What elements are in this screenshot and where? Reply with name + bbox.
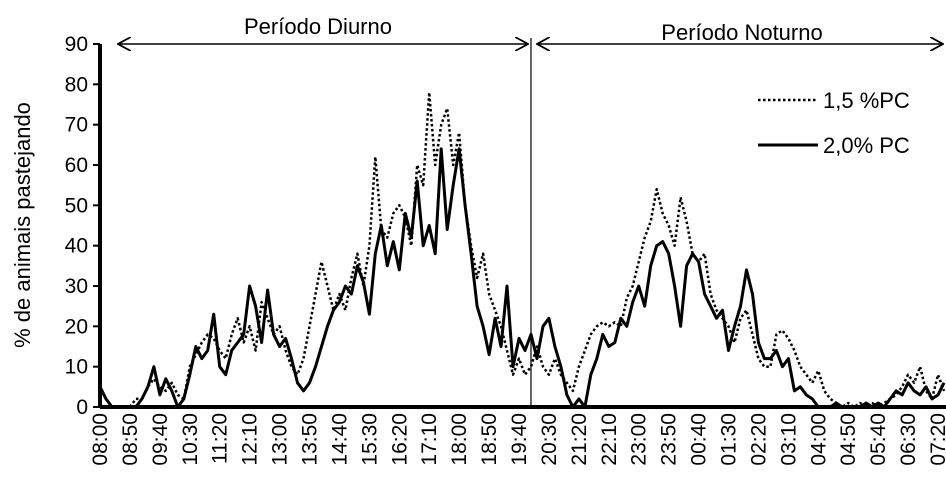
y-tick-label: 80 [65, 73, 88, 96]
y-tick-label: 50 [65, 194, 88, 217]
y-tick-label: 10 [65, 356, 88, 379]
x-tick-label: 22:10 [598, 413, 621, 466]
y-tick-label: 70 [65, 114, 88, 137]
x-tick-label: 20:30 [538, 413, 561, 466]
y-tick-label: 90 [65, 33, 88, 56]
x-tick-label: 23:00 [628, 413, 651, 466]
x-tick-label: 01:30 [718, 413, 741, 466]
legend-label: 1,5 %PC [823, 88, 910, 113]
y-tick-label: 60 [65, 154, 88, 177]
y-tick-label: 20 [65, 315, 88, 338]
x-tick-label: 08:50 [119, 413, 142, 466]
x-tick-label: 19:40 [508, 413, 531, 466]
annotation: Período Noturno [661, 20, 822, 45]
data-line [98, 147, 946, 409]
x-tick-label: 04:50 [837, 413, 860, 466]
annotation: Período Diurno [244, 14, 392, 39]
x-tick-label: 10:30 [179, 413, 202, 466]
legend-label: 2,0% PC [823, 133, 910, 158]
x-tick-label: 06:30 [897, 413, 920, 466]
x-tick-label: 18:00 [448, 413, 471, 466]
y-tick-label: 0 [76, 396, 88, 419]
x-tick-label: 17:10 [418, 413, 441, 466]
x-tick-label: 13:00 [269, 413, 292, 466]
y-tick-label: 40 [65, 235, 88, 258]
x-tick-label: 21:20 [568, 413, 591, 466]
y-tick-label: 30 [65, 275, 88, 298]
x-tick-label: 04:00 [807, 413, 830, 466]
x-tick-label: 02:20 [747, 413, 770, 466]
x-tick-label: 00:40 [688, 413, 711, 466]
x-tick-label: 23:50 [658, 413, 681, 466]
x-tick-label: 15:30 [358, 413, 381, 466]
data-line [100, 91, 946, 409]
x-tick-label: 03:10 [777, 413, 800, 466]
x-tick-label: 12:10 [239, 413, 262, 466]
x-tick-label: 05:40 [867, 413, 890, 466]
x-tick-label: 13:50 [299, 413, 322, 466]
x-tick-label: 08:00 [89, 413, 112, 466]
x-tick-label: 07:20 [927, 413, 946, 466]
x-tick-label: 11:20 [209, 413, 232, 464]
x-tick-label: 16:20 [388, 413, 411, 466]
x-tick-label: 14:40 [328, 413, 351, 466]
x-tick-label: 18:50 [478, 413, 501, 466]
x-tick-label: 09:40 [149, 413, 172, 466]
y-axis-label: % de animais pastejando [10, 102, 35, 348]
